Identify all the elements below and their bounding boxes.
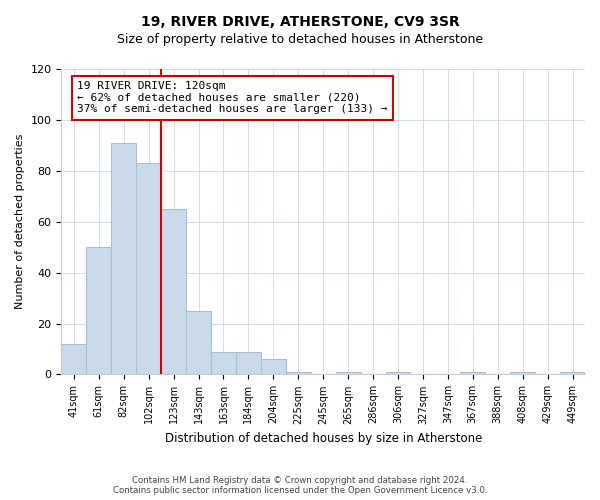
Bar — [286, 372, 311, 374]
Bar — [186, 311, 211, 374]
Text: Size of property relative to detached houses in Atherstone: Size of property relative to detached ho… — [117, 32, 483, 46]
Bar — [161, 209, 186, 374]
Text: 19 RIVER DRIVE: 120sqm
← 62% of detached houses are smaller (220)
37% of semi-de: 19 RIVER DRIVE: 120sqm ← 62% of detached… — [77, 81, 388, 114]
Bar — [560, 372, 585, 374]
Bar — [510, 372, 535, 374]
X-axis label: Distribution of detached houses by size in Atherstone: Distribution of detached houses by size … — [164, 432, 482, 445]
Y-axis label: Number of detached properties: Number of detached properties — [15, 134, 25, 310]
Bar — [386, 372, 410, 374]
Bar — [111, 143, 136, 374]
Bar — [61, 344, 86, 374]
Bar — [261, 359, 286, 374]
Bar — [136, 163, 161, 374]
Bar — [335, 372, 361, 374]
Text: 19, RIVER DRIVE, ATHERSTONE, CV9 3SR: 19, RIVER DRIVE, ATHERSTONE, CV9 3SR — [140, 15, 460, 29]
Bar — [211, 352, 236, 374]
Text: Contains HM Land Registry data © Crown copyright and database right 2024.
Contai: Contains HM Land Registry data © Crown c… — [113, 476, 487, 495]
Bar — [460, 372, 485, 374]
Bar — [86, 247, 111, 374]
Bar — [236, 352, 261, 374]
